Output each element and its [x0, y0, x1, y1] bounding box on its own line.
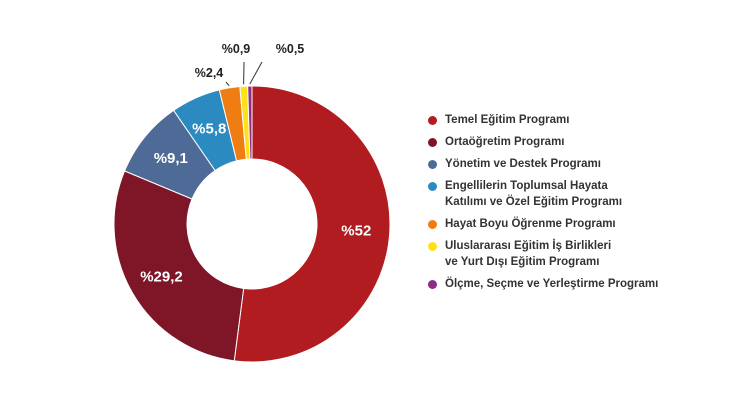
leader-line-7: [249, 61, 263, 85]
chart-legend: Temel Eğitim Programı Ortaöğretim Program…: [428, 112, 658, 298]
legend-item: Engellilerin Toplumsal Hayata Katılımı v…: [428, 178, 658, 210]
legend-item: Temel Eğitim Programı: [428, 112, 658, 128]
legend-label: Ölçme, Seçme ve Yerleştirme Programı: [445, 278, 659, 290]
slice-label-5: %2,4: [195, 66, 224, 80]
legend-swatch: [428, 242, 437, 251]
donut-slice-2: [113, 170, 245, 362]
legend-label: Temel Eğitim Programı: [445, 114, 570, 126]
legend-swatch: [428, 182, 437, 191]
legend-swatch: [428, 138, 437, 147]
legend-label: Hayat Boyu Öğrenme Programı: [445, 218, 616, 230]
legend-item: Ölçme, Seçme ve Yerleştirme Programı: [428, 276, 658, 292]
legend-label: Ortaöğretim Programı: [445, 136, 565, 148]
donut-slice-7: [247, 85, 253, 160]
slice-label-1: %52: [341, 223, 371, 240]
slice-label-4: %5,8: [192, 121, 226, 138]
donut-slice-1: [233, 85, 391, 363]
legend-label: Yönetim ve Destek Programı: [445, 158, 601, 170]
legend-item: Ortaöğretim Programı: [428, 134, 658, 150]
slice-label-2: %29,2: [140, 268, 183, 285]
leader-line-5: [225, 81, 230, 87]
slice-label-7: %0,5: [276, 42, 305, 56]
legend-swatch: [428, 160, 437, 169]
legend-swatch: [428, 116, 437, 125]
legend-item: Uluslararası Eğitim İş Birlikleri ve Yur…: [428, 238, 658, 270]
legend-label: Uluslararası Eğitim İş Birlikleri ve Yur…: [445, 240, 612, 268]
legend-swatch: [428, 220, 437, 229]
slice-label-3: %9,1: [154, 150, 188, 167]
slice-label-6: %0,9: [222, 42, 251, 56]
legend-label: Engellilerin Toplumsal Hayata Katılımı v…: [445, 180, 623, 208]
legend-item: Yönetim ve Destek Programı: [428, 156, 658, 172]
legend-item: Hayat Boyu Öğrenme Programı: [428, 216, 658, 232]
legend-swatch: [428, 280, 437, 289]
